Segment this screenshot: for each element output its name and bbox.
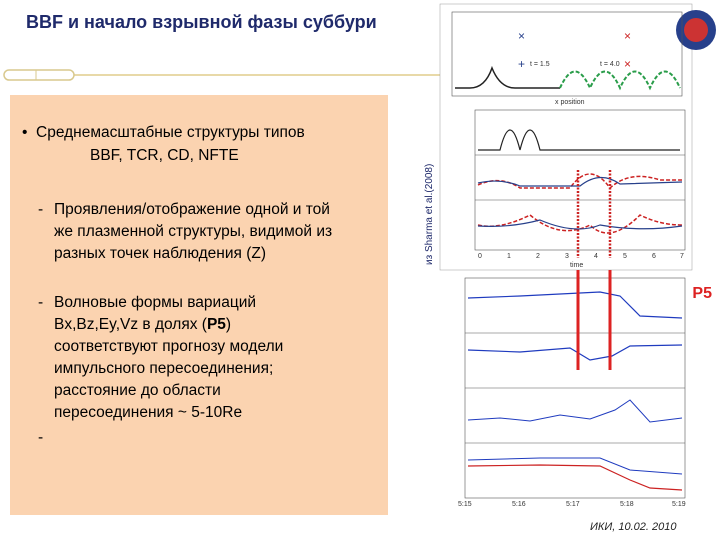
item-text: пересоединения ~ 5-10Re [54, 404, 242, 421]
x-tick: 7 [680, 253, 684, 260]
x-tick: 1 [507, 253, 511, 260]
dash: - [38, 429, 43, 446]
curve [477, 173, 682, 190]
item-text: же плазменной структуры, видимой из [54, 223, 332, 240]
x-tick: 6 [652, 253, 656, 260]
trace [467, 291, 683, 319]
curve [477, 176, 683, 187]
marker: × [518, 29, 525, 43]
item-part: P5 [207, 316, 226, 333]
x-tick: 5:18 [620, 501, 634, 508]
item-part: ) [226, 316, 231, 333]
marker: × [624, 57, 631, 71]
item-part: Bx,Bz,Ey,Vz в долях ( [54, 316, 208, 333]
item-text: Проявления/отображение одной и той [54, 201, 330, 218]
title: BBF и начало взрывной фазы суббури [26, 12, 377, 32]
x-label: time [570, 262, 583, 269]
x-tick: 5:16 [512, 501, 526, 508]
x-label: x position [555, 99, 585, 106]
curve [477, 214, 683, 234]
source: из Sharma et al.(2008) [424, 164, 435, 265]
figure-top: × + × × t = 1.5 t = 4.0 x position 0 1 2… [439, 3, 716, 271]
t-label: t = 4.0 [600, 61, 620, 68]
x-tick: 5:17 [566, 501, 580, 508]
trace [467, 344, 683, 361]
bullet-text: BBF, TCR, CD, NFTE [90, 147, 239, 164]
logo-inner [684, 18, 708, 42]
probe-label: P5 [692, 285, 712, 302]
dash: - [38, 201, 43, 218]
item-text: разных точек наблюдения (Z) [54, 245, 266, 262]
bullet: • [22, 124, 27, 141]
item-text: Волновые формы вариаций [54, 294, 256, 311]
item-text: Bx,Bz,Ey,Vz в долях (P5) [54, 316, 231, 333]
bullet-text: Среднемасштабные структуры типов [36, 124, 305, 141]
x-tick: 5:19 [672, 501, 686, 508]
item-text: импульсного пересоединения; [54, 360, 273, 377]
dash: - [38, 294, 43, 311]
panel [451, 11, 683, 97]
x-tick: 5:15 [458, 501, 472, 508]
text-box [10, 95, 388, 515]
marker: + [518, 57, 525, 71]
item-text: расстояние до области [54, 382, 221, 399]
footer: ИКИ, 10.02. 2010 [590, 521, 677, 533]
trace [467, 464, 683, 491]
x-tick: 2 [536, 253, 540, 260]
curve [478, 129, 680, 151]
curve [455, 65, 560, 89]
t-label: t = 1.5 [530, 61, 550, 68]
curve [477, 219, 683, 230]
rule-cap [3, 69, 75, 81]
curve [559, 70, 681, 91]
panel [474, 109, 686, 251]
x-tick: 5 [623, 253, 627, 260]
item-text: соответствуют прогнозу модели [54, 338, 283, 355]
marker: × [624, 29, 631, 43]
x-tick: 3 [565, 253, 569, 260]
trace [467, 457, 683, 475]
x-tick: 0 [478, 253, 482, 260]
figure-bottom: 5:15 5:16 5:17 5:18 5:19 [458, 270, 686, 508]
trace [467, 399, 683, 423]
x-tick: 4 [594, 253, 598, 260]
